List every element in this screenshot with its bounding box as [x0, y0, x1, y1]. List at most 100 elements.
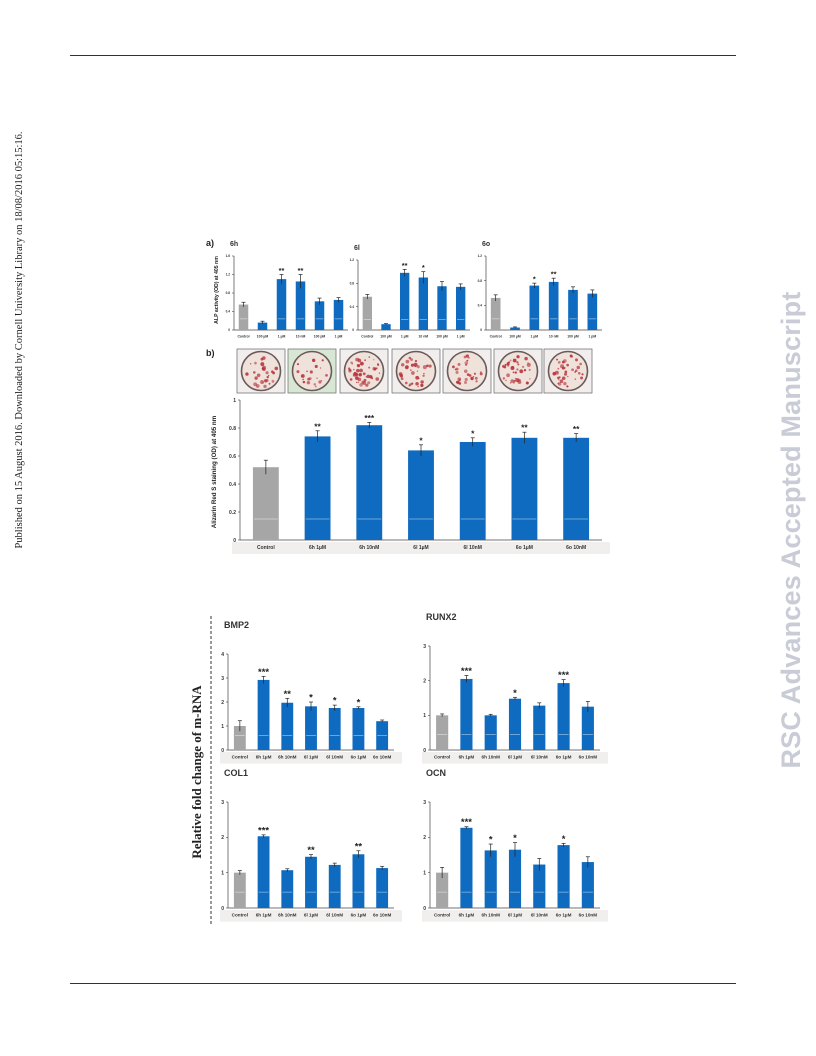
stain-speck [466, 360, 468, 362]
category-label: 6o 10nM [579, 913, 598, 918]
y-tick-label: 2 [221, 835, 224, 841]
category-label: 6h 1µM [256, 913, 272, 918]
runx2-chart: RUNX2 0 1 2 3 Control *** 6h 1µM 6h 10nM * 6l 1µM 6… [422, 612, 608, 764]
bar [533, 864, 546, 908]
bar [533, 705, 546, 750]
stain-speck [254, 361, 257, 365]
stain-speck [377, 363, 380, 366]
stain-speck [262, 356, 266, 360]
stain-speck [463, 380, 467, 384]
stain-speck [268, 382, 271, 385]
bar [436, 872, 449, 908]
category-label: 6l 10nM [531, 755, 548, 760]
stain-speck [563, 381, 567, 386]
stain-speck [504, 363, 507, 366]
bar [304, 436, 331, 540]
category-label-band [422, 910, 608, 922]
culture-well [240, 350, 282, 392]
stain-speck [401, 363, 405, 367]
stain-speck [526, 362, 531, 367]
category-label: 6l 10nM [326, 913, 343, 918]
stain-speck [509, 382, 512, 384]
stain-speck [574, 358, 579, 362]
bar [568, 289, 578, 330]
stain-speck [296, 370, 300, 374]
stain-speck [254, 376, 258, 380]
stain-speck [525, 381, 529, 385]
category-label: 6h 10nM [359, 545, 379, 551]
y-tick-label: 0.8 [229, 426, 236, 432]
y-tick-label: 0.8 [350, 281, 355, 285]
bar [418, 277, 428, 330]
stain-speck [467, 356, 470, 359]
bar [400, 272, 410, 330]
y-tick-label: 3 [221, 800, 224, 806]
stain-speck [558, 376, 561, 379]
y-tick-label: 0 [423, 906, 426, 912]
y-tick-label: 0.4 [478, 303, 483, 307]
stain-speck [316, 377, 318, 379]
chart-title: 6h [230, 241, 238, 248]
bar [352, 854, 365, 908]
bar [508, 849, 522, 908]
bar [381, 324, 391, 330]
bar [587, 293, 598, 330]
category-label: 100 pM [567, 334, 579, 338]
stain-speck [411, 371, 415, 375]
stain-speck [563, 366, 566, 370]
significance-marker: * [513, 833, 517, 844]
bar [508, 698, 522, 750]
y-tick-label: 0.4 [226, 310, 231, 314]
stain-speck [528, 368, 531, 371]
y-tick-label: 0.4 [350, 305, 355, 309]
stain-speck [557, 382, 562, 386]
category-label: 100 pM [314, 334, 326, 338]
category-label: 1 µM [401, 334, 409, 338]
category-label: 6o 10nM [373, 755, 392, 760]
bar [362, 296, 372, 330]
stain-speck [564, 370, 568, 374]
stain-speck [455, 367, 459, 371]
bar [548, 281, 559, 330]
bar [460, 678, 473, 750]
stain-speck [357, 381, 360, 384]
stain-speck [378, 372, 381, 374]
stain-speck [567, 375, 569, 378]
y-tick-label: 1.2 [478, 254, 483, 258]
stain-speck [559, 379, 564, 384]
category-label: Control [232, 755, 248, 760]
stain-speck [359, 361, 364, 366]
stain-speck [554, 370, 559, 375]
footer-rule [70, 983, 736, 984]
stain-speck [517, 363, 520, 366]
stain-speck [576, 365, 581, 370]
y-tick-label: 1 [221, 724, 224, 730]
stain-speck [579, 362, 583, 366]
category-label: 6h 1µM [309, 545, 326, 551]
stain-speck [464, 361, 469, 365]
stain-speck [399, 374, 403, 378]
category-label: 1 µM [278, 334, 286, 338]
figure-panel-a: a) ALP activity (OD) at 405 nm 6h 0 0.4 0.8… [206, 238, 602, 338]
bar [490, 297, 501, 330]
category-label: 100 µM [380, 334, 392, 338]
stain-speck [514, 371, 517, 374]
stain-speck [452, 365, 455, 369]
bar [484, 850, 497, 908]
significance-marker: ** [284, 689, 292, 700]
category-label: 6h 10nM [278, 913, 297, 918]
figure-panel-c: Relative fold change of m-RNA BMP2 0 1 2 3 4 C… [190, 612, 608, 924]
stain-speck [516, 361, 519, 364]
stain-speck [457, 362, 461, 366]
significance-marker: *** [364, 413, 375, 423]
stain-speck [370, 376, 373, 378]
significance-marker: * [533, 275, 536, 284]
stain-speck [523, 369, 527, 372]
stain-speck [422, 374, 425, 377]
bar [581, 706, 594, 750]
bar [459, 442, 486, 540]
stain-speck [474, 376, 478, 380]
stain-speck [464, 377, 468, 382]
stain-speck [365, 383, 369, 387]
stain-speck [470, 376, 474, 381]
